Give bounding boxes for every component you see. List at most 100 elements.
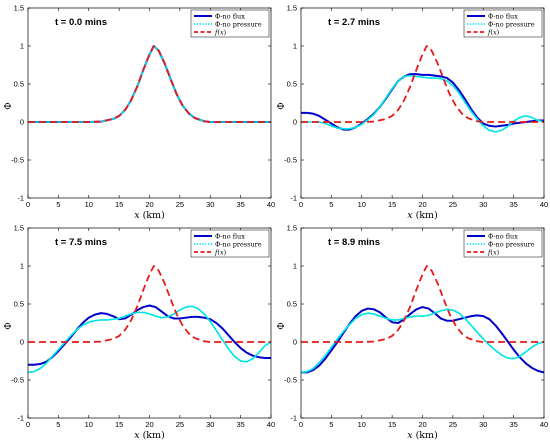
x-tick-label: 25 bbox=[449, 420, 457, 429]
y-axis-label: Φ bbox=[4, 322, 14, 329]
y-tick-label: 0 bbox=[20, 118, 24, 127]
x-tick-label: 40 bbox=[267, 200, 275, 209]
x-tick-label: 15 bbox=[115, 420, 123, 429]
series-line-3 bbox=[301, 265, 544, 343]
y-tick-label: -0.5 bbox=[11, 156, 24, 165]
x-tick-label: 10 bbox=[85, 420, 93, 429]
legend-label-1: Φ-no flux bbox=[215, 232, 245, 240]
panel-title: t = 2.7 mins bbox=[328, 17, 380, 28]
x-tick-label: 30 bbox=[479, 420, 487, 429]
y-tick-label: -0.5 bbox=[284, 156, 297, 165]
x-tick-label: 25 bbox=[449, 200, 457, 209]
chart-panel-2: 0 5 10 15 20 25 30 35 40 -1 -0.5 0 0.5 1 1.5 t = 2.7 mi… bbox=[277, 4, 548, 221]
series-line-3 bbox=[301, 45, 544, 123]
chart-panel-3: 0 5 10 15 20 25 30 35 40 -1 -0.5 0 0.5 1 1.5 t = 7.5 mi… bbox=[4, 224, 275, 441]
y-tick-label: -1 bbox=[17, 194, 24, 203]
plot-area bbox=[28, 228, 271, 418]
x-axis-label: x (km) bbox=[134, 430, 165, 441]
x-tick-label: 35 bbox=[236, 420, 244, 429]
plot-frame bbox=[300, 7, 545, 199]
legend-label-1: Φ-no flux bbox=[488, 232, 518, 240]
x-tick-label: 15 bbox=[115, 200, 123, 209]
y-tick-label: 0.5 bbox=[287, 80, 297, 89]
y-tick-label: 0 bbox=[293, 338, 297, 347]
y-tick-label: 0.5 bbox=[287, 300, 297, 309]
legend-label-2: Φ-no pressure bbox=[488, 20, 535, 28]
x-tick-label: 35 bbox=[509, 420, 517, 429]
x-tick-label: 15 bbox=[388, 200, 396, 209]
plot-area bbox=[301, 228, 544, 418]
y-tick-label: 1 bbox=[293, 42, 297, 51]
y-tick-label: -0.5 bbox=[11, 376, 24, 385]
x-tick-label: 0 bbox=[26, 420, 30, 429]
series-line-2 bbox=[301, 74, 544, 133]
legend-label-2: Φ-no pressure bbox=[215, 240, 262, 248]
series-line-3 bbox=[28, 265, 271, 343]
x-tick-label: 40 bbox=[267, 420, 275, 429]
x-tick-label: 30 bbox=[206, 200, 214, 209]
x-axis-label: x (km) bbox=[407, 430, 438, 441]
legend-label-3: f(x) bbox=[214, 248, 227, 256]
series-line-3 bbox=[28, 45, 271, 123]
y-tick-label: 1.5 bbox=[287, 4, 297, 13]
panel-title: t = 0.0 mins bbox=[55, 17, 107, 28]
x-tick-label: 20 bbox=[418, 420, 426, 429]
x-tick-label: 40 bbox=[540, 200, 548, 209]
y-axis-label: Φ bbox=[277, 102, 287, 109]
legend-label-1: Φ-no flux bbox=[488, 12, 518, 20]
series-line-2 bbox=[28, 305, 271, 374]
y-tick-label: -1 bbox=[290, 194, 297, 203]
plot-frame bbox=[27, 227, 272, 419]
x-tick-label: 10 bbox=[358, 200, 366, 209]
x-tick-label: 10 bbox=[85, 200, 93, 209]
y-tick-label: 1.5 bbox=[14, 224, 24, 233]
legend-label-2: Φ-no pressure bbox=[488, 240, 535, 248]
legend-label-2: Φ-no pressure bbox=[215, 20, 262, 28]
x-tick-label: 20 bbox=[418, 200, 426, 209]
x-tick-label: 5 bbox=[329, 200, 333, 209]
x-tick-label: 0 bbox=[299, 200, 303, 209]
x-tick-label: 35 bbox=[509, 200, 517, 209]
plot-frame bbox=[27, 7, 272, 199]
y-axis-label: Φ bbox=[277, 322, 287, 329]
series-line-2 bbox=[301, 308, 544, 374]
y-tick-label: 1.5 bbox=[287, 224, 297, 233]
x-tick-label: 25 bbox=[176, 200, 184, 209]
y-tick-label: 1.5 bbox=[14, 4, 24, 13]
y-tick-label: 1 bbox=[20, 42, 24, 51]
y-tick-label: 0 bbox=[293, 118, 297, 127]
legend-label-3: f(x) bbox=[214, 28, 227, 36]
chart-panel-4: 0 5 10 15 20 25 30 35 40 -1 -0.5 0 0.5 1 1.5 t = 8.9 mi… bbox=[277, 224, 548, 441]
y-tick-label: 0.5 bbox=[14, 80, 24, 89]
x-axis-label: x (km) bbox=[407, 210, 438, 221]
x-tick-label: 20 bbox=[145, 420, 153, 429]
y-tick-label: -1 bbox=[290, 414, 297, 423]
x-tick-label: 30 bbox=[206, 420, 214, 429]
x-tick-label: 10 bbox=[358, 420, 366, 429]
x-tick-label: 0 bbox=[299, 420, 303, 429]
x-tick-label: 25 bbox=[176, 420, 184, 429]
y-tick-label: 0 bbox=[20, 338, 24, 347]
y-tick-label: -1 bbox=[17, 414, 24, 423]
x-tick-label: 5 bbox=[56, 200, 60, 209]
series-line-1 bbox=[301, 306, 544, 374]
y-tick-label: 1 bbox=[293, 262, 297, 271]
y-axis-label: Φ bbox=[4, 102, 14, 109]
panel-title: t = 7.5 mins bbox=[55, 237, 107, 248]
y-tick-label: 1 bbox=[20, 262, 24, 271]
legend-label-3: f(x) bbox=[487, 28, 500, 36]
x-tick-label: 30 bbox=[479, 200, 487, 209]
x-tick-label: 5 bbox=[329, 420, 333, 429]
series-line-1 bbox=[28, 304, 271, 366]
x-tick-label: 15 bbox=[388, 420, 396, 429]
plot-area bbox=[301, 8, 544, 198]
y-tick-label: -0.5 bbox=[284, 376, 297, 385]
x-tick-label: 20 bbox=[145, 200, 153, 209]
legend-label-1: Φ-no flux bbox=[215, 12, 245, 20]
y-tick-label: 0.5 bbox=[14, 300, 24, 309]
